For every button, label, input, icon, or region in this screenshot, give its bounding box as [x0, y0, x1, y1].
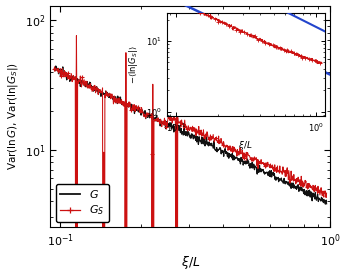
X-axis label: $\xi/L$: $\xi/L$: [181, 255, 200, 271]
Legend: $G$, $G_S$: $G$, $G_S$: [56, 184, 109, 222]
Y-axis label: Var$(\ln G)$, Var$(\ln|G_S|)$: Var$(\ln G)$, Var$(\ln|G_S|)$: [6, 63, 20, 170]
